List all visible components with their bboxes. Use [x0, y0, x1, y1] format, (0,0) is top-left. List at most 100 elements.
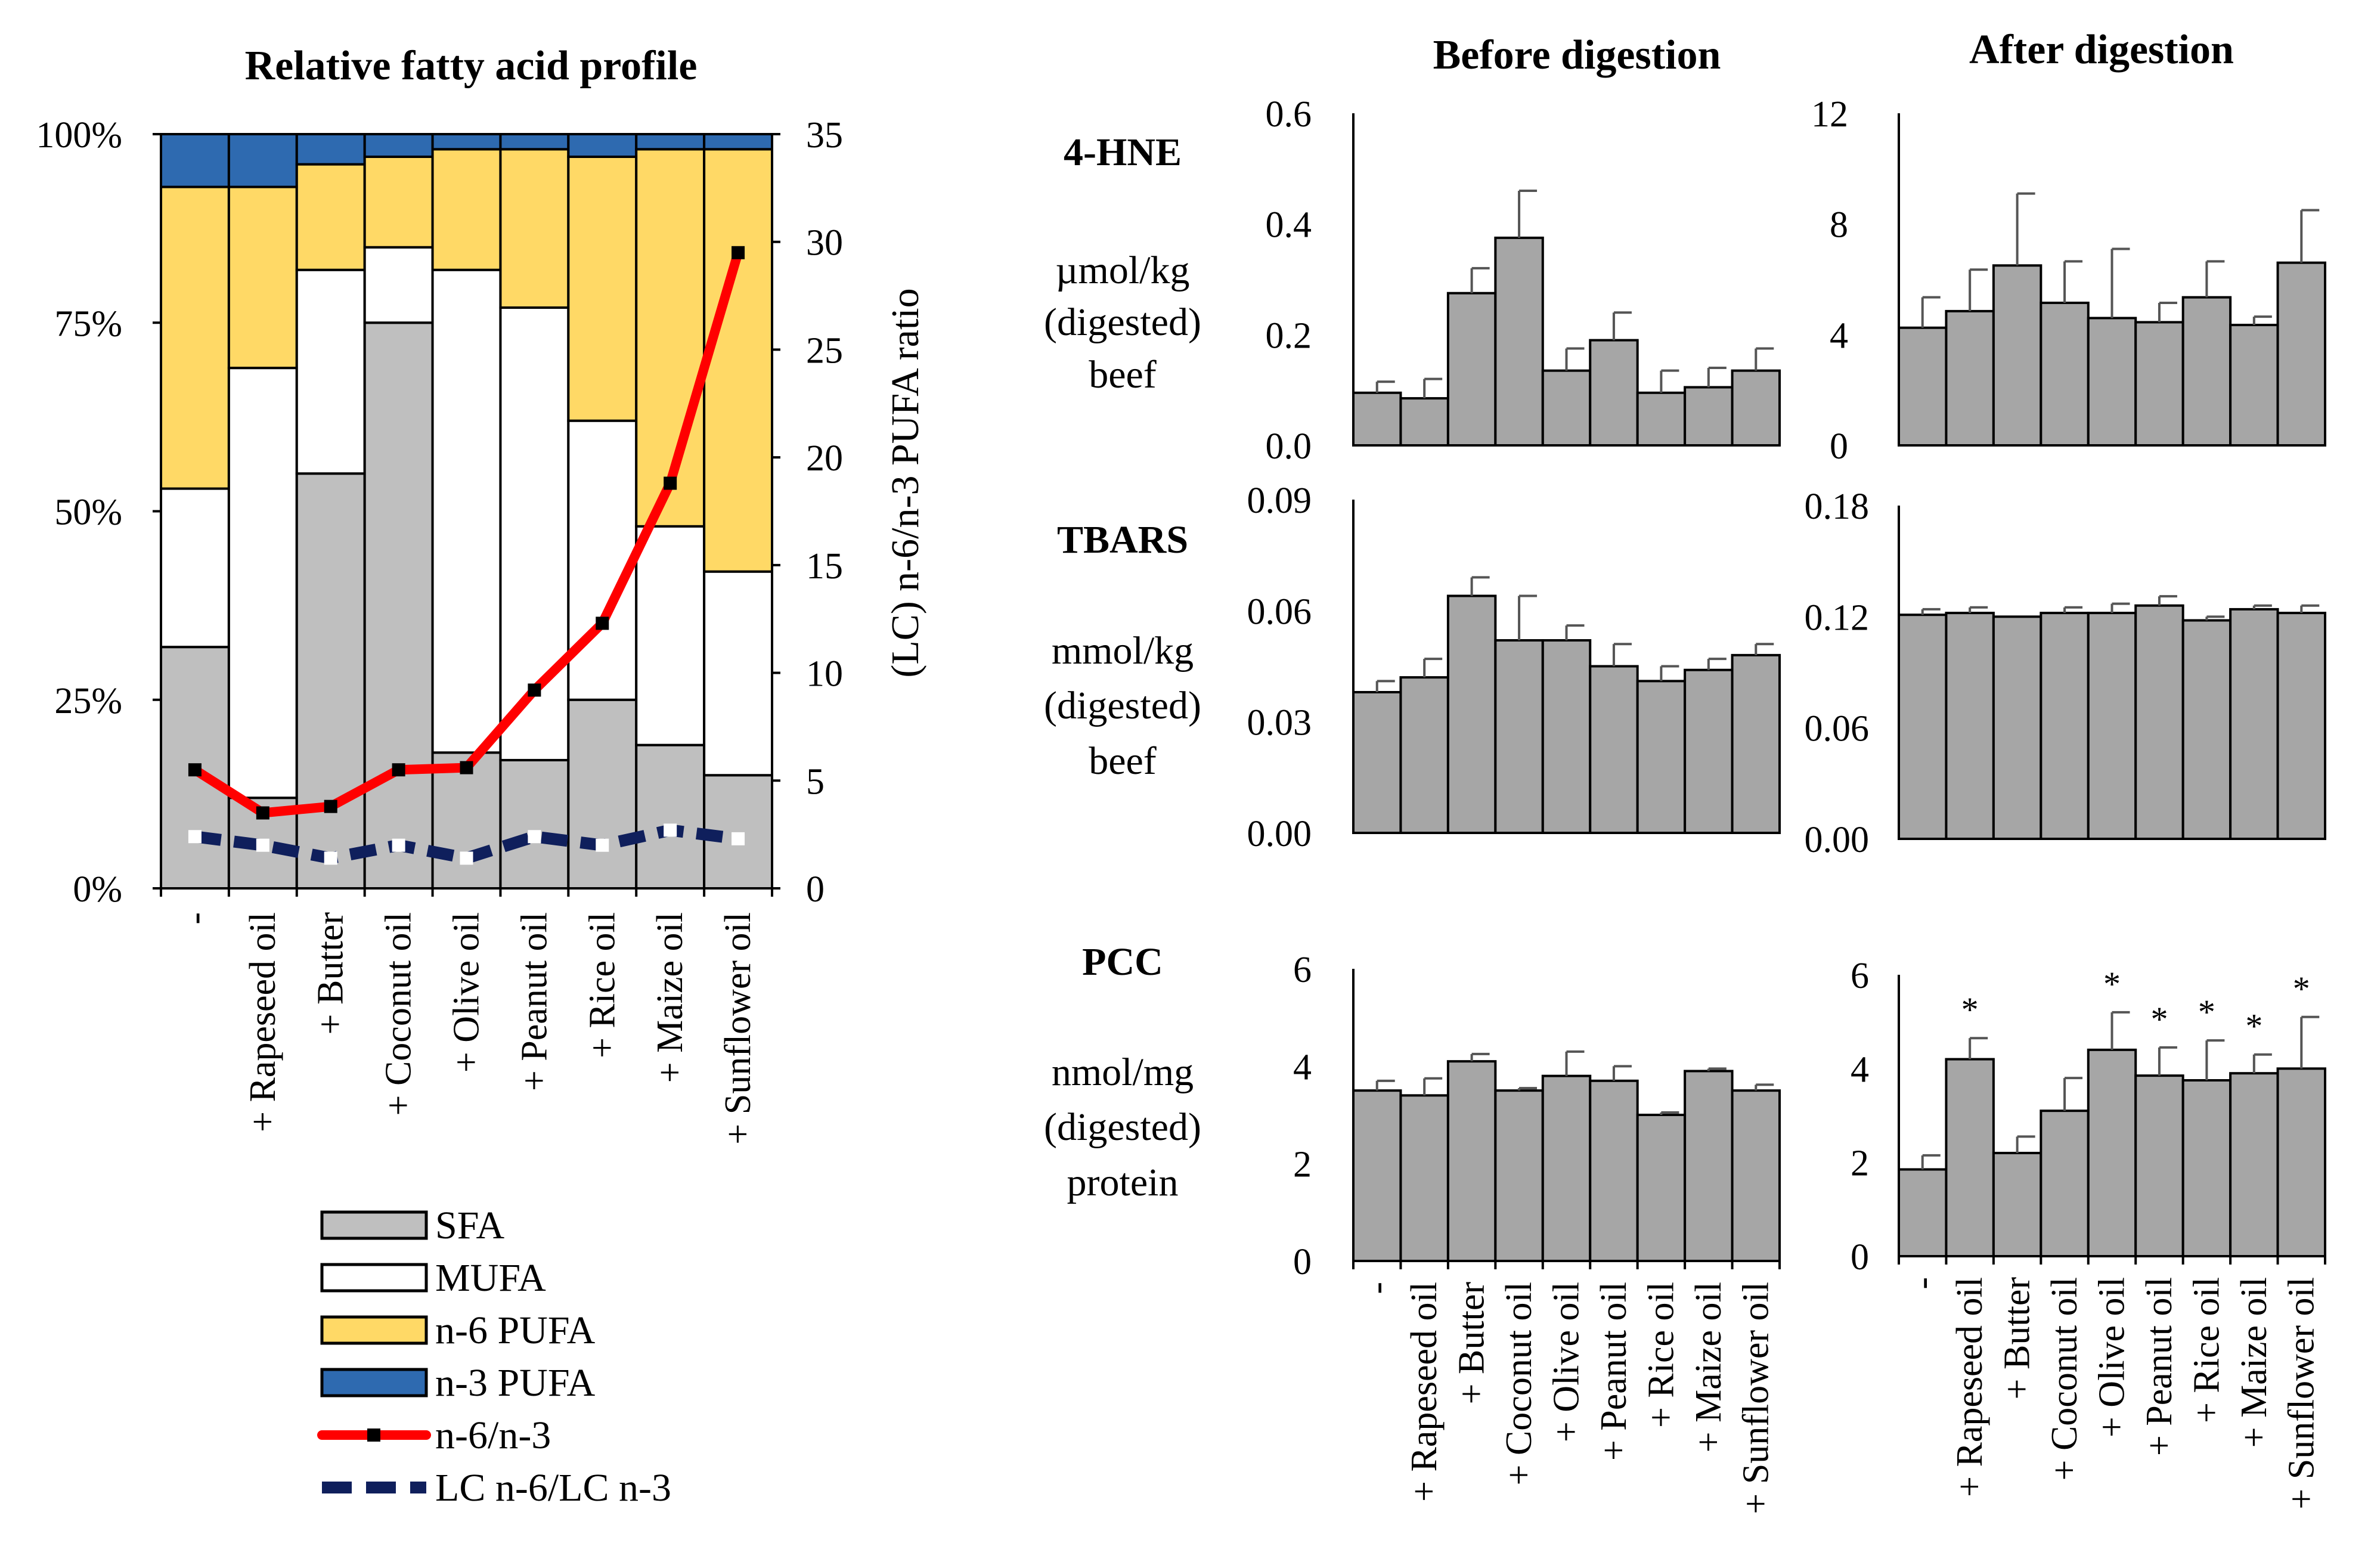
significance-marker: * — [2150, 1000, 2168, 1039]
x-category-label: - — [1902, 1277, 1943, 1290]
stack-segment-n-6-pufa — [363, 155, 434, 249]
bar — [1992, 264, 2043, 447]
stack-segment-n-3-pufa — [703, 133, 773, 151]
bar — [1898, 1168, 1948, 1258]
stack-segment-n-3-pufa — [635, 133, 706, 151]
series-point-n6-n3 — [324, 800, 337, 813]
x-category-label: + Rice oil — [2186, 1277, 2227, 1423]
right-axis-tick-label: 15 — [806, 546, 843, 587]
bar — [2087, 1048, 2137, 1258]
y-axis-tick-label: 0.12 — [1805, 597, 1870, 638]
bar — [1992, 615, 2043, 841]
stack-segment-sfa — [499, 758, 570, 890]
bar — [1898, 326, 1948, 447]
x-category-label: - — [175, 912, 215, 925]
y-axis-tick-label: 12 — [1811, 94, 1848, 135]
significance-marker: * — [1961, 990, 1979, 1029]
series-point-n6-n3 — [528, 683, 541, 697]
bar — [1446, 594, 1497, 834]
bar — [1446, 292, 1497, 447]
oxidation-marker-charts: 0.0 0.2 0.4 0.6 0 4 8 12 0.00 0.03 0.06 0.09 0.00 0.0… — [1247, 94, 2327, 1514]
bar — [1684, 386, 1734, 447]
stack-segment-sfa — [295, 472, 366, 890]
y-axis-tick-label: 0 — [1830, 426, 1848, 467]
series-point-lc-n6-lc-n3 — [596, 838, 609, 852]
bar — [1684, 1070, 1734, 1262]
right-axis-tick-label: 30 — [806, 223, 843, 264]
row-label-pcc: PCC — [1082, 940, 1163, 984]
significance-marker: * — [2103, 965, 2121, 1003]
y-axis-tick-label: 0.00 — [1247, 814, 1312, 854]
unit-pcc-line2: (digested) — [1044, 1105, 1201, 1149]
column-title-before: Before digestion — [1433, 32, 1721, 78]
bar — [1945, 612, 1995, 840]
stack-segment-mufa — [227, 367, 298, 800]
stack-segment-n-6-pufa — [295, 163, 366, 271]
x-category-label: + Rice oil — [582, 912, 622, 1058]
legend-label-n-6-n-3: n-6/n-3 — [435, 1414, 551, 1457]
bar — [1636, 1114, 1687, 1262]
bar — [2181, 619, 2232, 840]
stack-segment-n-3-pufa — [567, 133, 638, 158]
bar — [1541, 639, 1592, 834]
y-axis-tick-label: 0.2 — [1266, 315, 1312, 356]
unit-tbars-line1: mmol/kg — [1052, 629, 1194, 673]
stack-segment-n-3-pufa — [363, 133, 434, 158]
stack-segment-mufa — [703, 570, 773, 777]
unit-pcc-line3: protein — [1067, 1161, 1179, 1204]
bar — [1494, 639, 1544, 834]
legend-swatch-n-3-pufa — [320, 1368, 428, 1397]
bar — [2134, 1074, 2184, 1257]
x-category-label: + Sunflower oil — [718, 912, 758, 1145]
x-category-label: + Coconut oil — [1499, 1282, 1539, 1486]
bar — [1589, 1079, 1639, 1263]
series-point-lc-n6-lc-n3 — [188, 830, 202, 844]
stack-segment-n-3-pufa — [227, 133, 298, 188]
significance-marker: * — [2198, 993, 2215, 1031]
y-axis-tick-label: 6 — [1851, 956, 1869, 996]
bar — [2134, 321, 2184, 447]
stack-segment-n-3-pufa — [431, 133, 502, 151]
series-point-n6-n3 — [256, 806, 269, 820]
x-category-label: + Olive oil — [447, 912, 487, 1073]
legend-marker-n-6-n-3 — [367, 1428, 380, 1442]
bar — [1898, 613, 1948, 840]
series-point-n6-n3 — [460, 761, 473, 774]
y-axis-tick-label: 0.4 — [1266, 205, 1312, 246]
bar — [1992, 1151, 2043, 1258]
left-axis-tick-label: 0% — [73, 869, 122, 910]
series-point-lc-n6-lc-n3 — [460, 851, 473, 865]
left-axis-tick-label: 25% — [54, 681, 122, 721]
x-category-label: + Rapeseed oil — [243, 912, 283, 1132]
y-axis-tick-label: 0.00 — [1805, 820, 1870, 860]
x-category-label: + Butter — [1452, 1282, 1492, 1405]
series-point-n6-n3 — [392, 763, 405, 777]
unit-4hne-line1: µmol/kg — [1055, 249, 1189, 292]
legend-swatch-n-6-pufa — [320, 1315, 428, 1345]
bar — [2087, 612, 2137, 840]
stack-segment-mufa — [295, 268, 366, 475]
series-point-lc-n6-lc-n3 — [664, 823, 677, 837]
bar — [1945, 1058, 1995, 1257]
legend-label-sfa: SFA — [435, 1204, 505, 1247]
right-axis-title: (LC) n-6/n-3 PUFA ratio — [884, 288, 927, 677]
stack-segment-mufa — [567, 419, 638, 701]
stack-segment-n-6-pufa — [227, 185, 298, 370]
right-axis-tick-label: 10 — [806, 654, 843, 695]
bar — [1684, 668, 1734, 834]
panel-labels: Relative fatty acid profile Before diges… — [245, 27, 2234, 1204]
bar — [2040, 612, 2090, 840]
x-category-label: + Rapeseed oil — [1950, 1277, 1990, 1497]
bar — [2181, 296, 2232, 447]
legend-label-n-3-pufa: n-3 PUFA — [435, 1361, 596, 1405]
stack-segment-mufa — [160, 487, 230, 649]
series-point-lc-n6-lc-n3 — [732, 832, 745, 845]
y-axis-tick-label: 0.09 — [1247, 481, 1312, 521]
bar — [2276, 261, 2327, 447]
stack-segment-mufa — [363, 246, 434, 324]
y-axis-tick-label: 0 — [1851, 1237, 1869, 1278]
legend-label-mufa: MUFA — [435, 1256, 546, 1300]
stack-segment-n-3-pufa — [499, 133, 570, 151]
unit-pcc-line1: nmol/mg — [1052, 1051, 1194, 1094]
